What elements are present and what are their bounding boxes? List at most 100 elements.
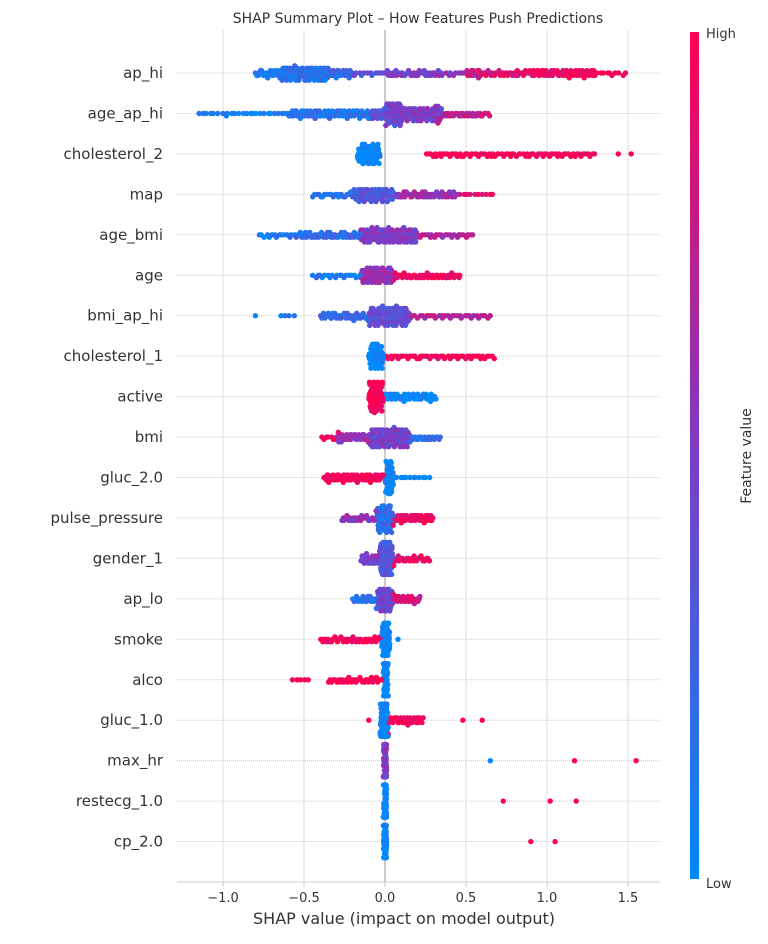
shap-point <box>386 444 392 450</box>
shap-point <box>381 106 388 112</box>
shap-point <box>399 427 406 433</box>
shap-point <box>449 270 455 276</box>
shap-point <box>370 598 377 604</box>
shap-point <box>366 310 372 316</box>
shap-point <box>372 472 378 478</box>
shap-point <box>519 70 525 76</box>
shap-point <box>376 160 382 167</box>
shap-point <box>418 396 424 402</box>
shap-point <box>431 436 437 443</box>
shap-point <box>369 72 375 79</box>
shap-point <box>401 189 407 195</box>
shap-point <box>468 67 475 74</box>
shap-point <box>420 391 426 397</box>
shap-point <box>576 151 582 157</box>
shap-point <box>410 118 417 124</box>
shap-point <box>357 315 364 321</box>
shap-point <box>444 232 451 238</box>
shap-point <box>387 265 393 271</box>
shap-point <box>338 634 344 640</box>
shap-point <box>394 593 400 600</box>
shap-point <box>400 444 407 450</box>
shap-point <box>412 72 419 79</box>
shap-point <box>364 227 371 233</box>
shap-point <box>400 474 407 481</box>
shap-point <box>386 646 393 652</box>
shap-point <box>336 439 342 445</box>
shap-point <box>333 75 339 81</box>
shap-point <box>413 512 419 519</box>
shap-point <box>210 110 216 117</box>
shap-point <box>294 65 300 71</box>
shap-point <box>383 122 389 129</box>
shap-point <box>439 274 446 281</box>
shap-point <box>563 67 570 74</box>
shap-point <box>491 355 497 362</box>
shap-point <box>359 472 365 478</box>
shap-point <box>375 141 381 147</box>
shap-point <box>394 517 400 524</box>
shap-point <box>364 639 370 645</box>
shap-point <box>253 110 259 117</box>
shap-point <box>358 236 365 243</box>
shap-point <box>487 191 493 198</box>
shap-point <box>439 315 446 321</box>
feature-label: gender_1 <box>93 549 163 568</box>
feature-label: ap_lo <box>123 590 163 609</box>
shap-point <box>447 315 454 321</box>
shap-point <box>364 239 370 245</box>
shap-point <box>609 72 615 79</box>
shap-point <box>356 432 362 438</box>
shap-point <box>461 191 467 198</box>
shap-point <box>346 75 352 81</box>
shap-point <box>398 194 405 200</box>
shap-point <box>467 153 473 159</box>
shap-point <box>444 151 450 157</box>
shap-point <box>296 77 302 83</box>
shap-point <box>395 636 401 642</box>
shap-point <box>408 194 414 200</box>
shap-point <box>353 679 359 685</box>
shap-point <box>447 70 453 76</box>
shap-point <box>408 274 415 281</box>
shap-point <box>273 234 280 240</box>
shap-point <box>391 562 397 569</box>
shap-point <box>372 477 379 483</box>
shap-point <box>425 194 431 200</box>
shap-point <box>342 194 348 200</box>
shap-point <box>483 72 489 79</box>
shap-point <box>330 234 337 240</box>
shap-point <box>409 517 415 524</box>
shap-point <box>383 391 390 397</box>
shap-point <box>382 279 389 286</box>
shap-point <box>328 315 335 321</box>
shap-point <box>374 553 381 559</box>
shap-point <box>401 715 407 721</box>
shap-point <box>432 118 438 124</box>
shap-point <box>344 310 350 316</box>
shap-point <box>417 593 423 600</box>
shap-point <box>534 67 541 74</box>
shap-point <box>358 227 364 233</box>
shap-point <box>351 517 357 524</box>
shap-point <box>406 310 412 316</box>
shap-point <box>330 310 336 316</box>
shap-point <box>377 153 383 159</box>
shap-point <box>411 553 417 559</box>
shap-point <box>327 274 333 281</box>
shap-point <box>529 72 535 79</box>
shap-point <box>373 605 380 612</box>
feature-label: gluc_1.0 <box>100 711 163 730</box>
shap-point <box>568 153 574 159</box>
shap-point <box>365 593 371 600</box>
shap-point <box>460 717 466 723</box>
shap-point <box>403 305 409 312</box>
shap-point <box>307 229 313 236</box>
shap-point <box>419 189 426 195</box>
shap-point <box>352 432 358 438</box>
feature-label: age <box>135 266 163 284</box>
shap-point <box>338 229 345 236</box>
shap-point <box>318 229 325 236</box>
shap-point <box>364 108 371 114</box>
shap-point <box>359 553 365 559</box>
